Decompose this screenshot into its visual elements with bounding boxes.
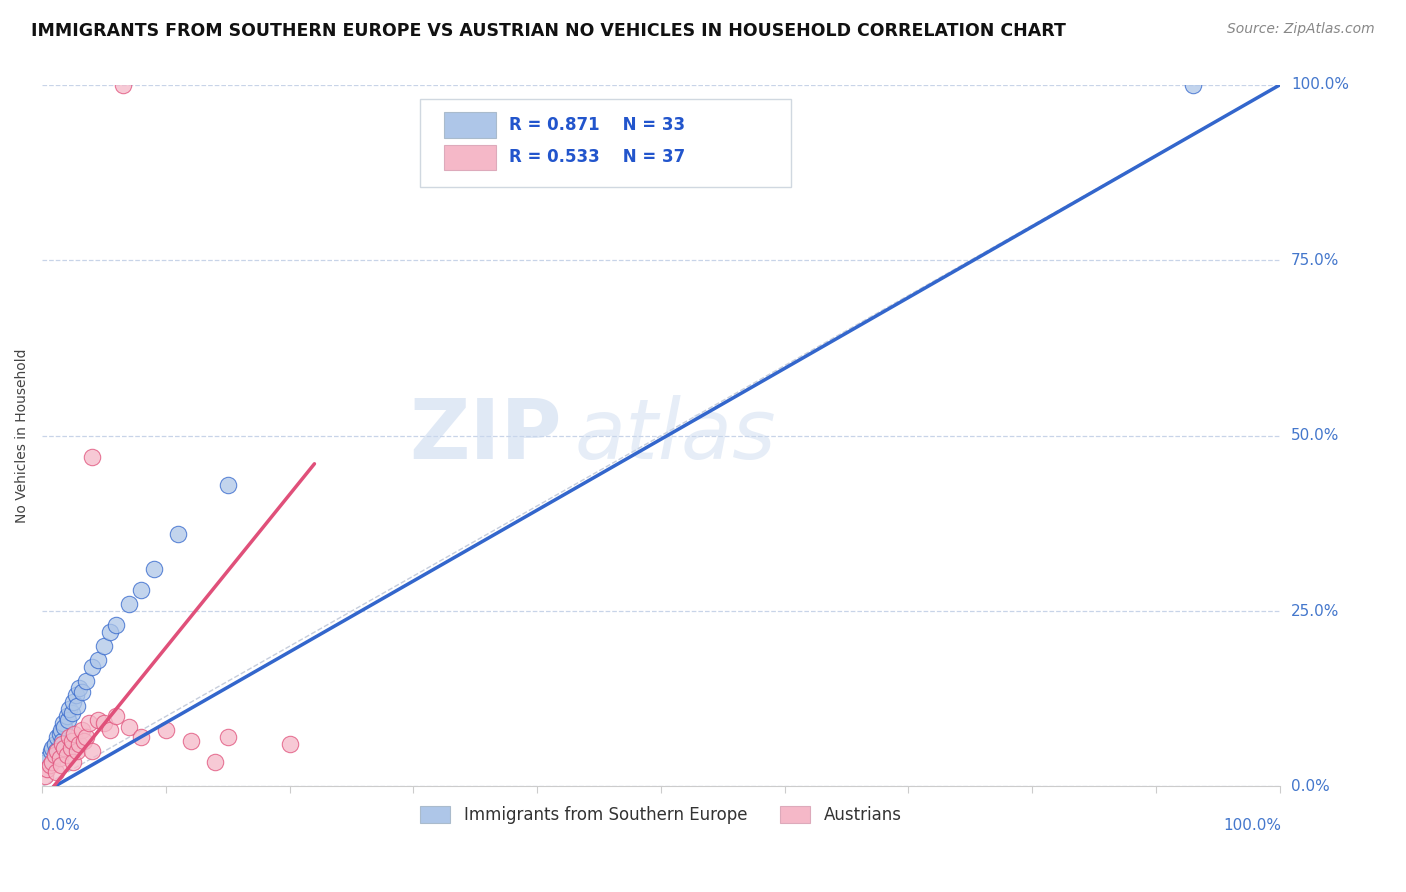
Point <box>105 709 128 723</box>
Text: 100.0%: 100.0% <box>1291 78 1348 93</box>
Point <box>67 681 90 696</box>
Text: R = 0.871    N = 33: R = 0.871 N = 33 <box>509 116 685 134</box>
Point <box>217 478 239 492</box>
Point <box>62 755 84 769</box>
Point <box>70 723 93 738</box>
Point <box>67 738 90 752</box>
Y-axis label: No Vehicles in Household: No Vehicles in Household <box>15 349 30 523</box>
Point <box>48 751 70 765</box>
Point <box>118 720 141 734</box>
Point <box>93 639 115 653</box>
Point <box>87 653 110 667</box>
Point <box>51 738 73 752</box>
Text: R = 0.533    N = 37: R = 0.533 N = 37 <box>509 148 685 166</box>
Point <box>80 744 103 758</box>
Point <box>58 702 80 716</box>
Point <box>180 734 202 748</box>
Point <box>204 755 226 769</box>
FancyBboxPatch shape <box>419 99 792 186</box>
Point <box>49 723 72 738</box>
Point <box>65 688 87 702</box>
Point <box>118 597 141 611</box>
Point <box>98 625 121 640</box>
Point <box>93 716 115 731</box>
Text: ZIP: ZIP <box>409 395 562 476</box>
Point <box>52 716 75 731</box>
Point <box>278 738 301 752</box>
Point <box>129 582 152 597</box>
FancyBboxPatch shape <box>444 112 496 137</box>
Point <box>53 740 76 755</box>
Point <box>167 527 190 541</box>
Point <box>111 78 134 92</box>
Point <box>58 731 80 745</box>
Text: 0.0%: 0.0% <box>1291 779 1330 794</box>
Point <box>155 723 177 738</box>
Point <box>60 734 83 748</box>
Point <box>66 744 89 758</box>
Point <box>56 709 79 723</box>
Point <box>45 765 67 780</box>
Point <box>41 755 63 769</box>
Point <box>59 740 82 755</box>
Point <box>49 758 72 772</box>
Point <box>75 731 97 745</box>
Point <box>80 450 103 464</box>
Point <box>87 713 110 727</box>
Point <box>1182 78 1205 92</box>
Text: 25.0%: 25.0% <box>1291 604 1339 619</box>
Point <box>38 758 60 772</box>
Point <box>56 747 79 762</box>
Point <box>60 706 83 720</box>
Point <box>37 751 59 765</box>
Text: 50.0%: 50.0% <box>1291 428 1339 443</box>
Point <box>70 685 93 699</box>
Point <box>41 740 63 755</box>
Point <box>77 716 100 731</box>
Point <box>56 713 79 727</box>
Point <box>105 618 128 632</box>
Point <box>34 769 56 783</box>
Point <box>44 738 66 752</box>
Point <box>48 727 70 741</box>
Text: atlas: atlas <box>574 395 776 476</box>
Point <box>129 731 152 745</box>
Point <box>44 747 66 762</box>
Point <box>142 562 165 576</box>
Text: IMMIGRANTS FROM SOUTHERN EUROPE VS AUSTRIAN NO VEHICLES IN HOUSEHOLD CORRELATION: IMMIGRANTS FROM SOUTHERN EUROPE VS AUSTR… <box>31 22 1066 40</box>
Point <box>66 698 89 713</box>
Point <box>39 744 62 758</box>
FancyBboxPatch shape <box>444 145 496 169</box>
Point <box>80 660 103 674</box>
Point <box>46 744 69 758</box>
Text: 100.0%: 100.0% <box>1223 818 1281 833</box>
Point <box>53 720 76 734</box>
Point <box>217 731 239 745</box>
Point <box>35 755 58 769</box>
Point <box>37 762 59 776</box>
Text: 75.0%: 75.0% <box>1291 252 1339 268</box>
Point <box>73 734 96 748</box>
Point <box>63 727 86 741</box>
Point <box>75 674 97 689</box>
Point <box>62 695 84 709</box>
Point <box>45 744 67 758</box>
Point <box>51 734 73 748</box>
Legend: Immigrants from Southern Europe, Austrians: Immigrants from Southern Europe, Austria… <box>413 799 908 830</box>
Point <box>98 723 121 738</box>
Text: Source: ZipAtlas.com: Source: ZipAtlas.com <box>1227 22 1375 37</box>
Point <box>46 731 69 745</box>
Text: 0.0%: 0.0% <box>41 818 80 833</box>
